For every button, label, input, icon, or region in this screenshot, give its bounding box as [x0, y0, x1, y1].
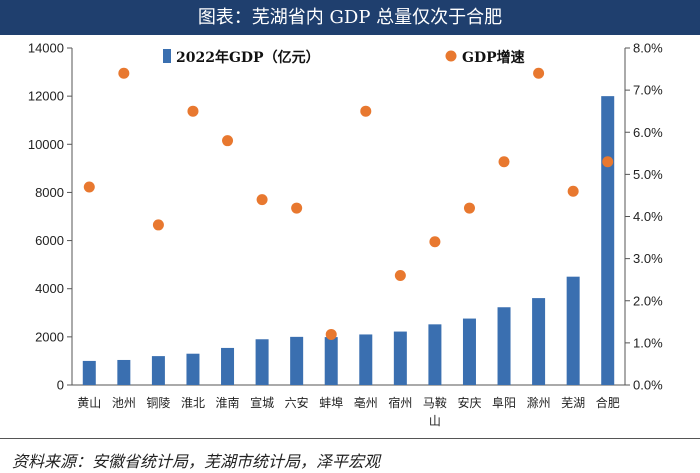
scatter-series	[83, 67, 614, 340]
category-label-line: 蚌埠	[319, 396, 343, 410]
left-tick-label: 2000	[35, 329, 64, 344]
scatter-point	[325, 328, 337, 340]
scatter-point	[463, 202, 475, 214]
bar	[186, 353, 200, 385]
category-label: 安庆	[457, 395, 481, 410]
category-label: 淮北	[181, 396, 205, 410]
category-label-line: 黄山	[77, 396, 101, 410]
category-label: 亳州	[354, 395, 378, 410]
category-label: 宿州	[388, 395, 412, 410]
left-tick-label: 6000	[35, 233, 64, 248]
title-bar	[0, 0, 700, 35]
category-label-line: 六安	[285, 395, 309, 410]
right-tick-label: 0.0%	[633, 378, 663, 393]
category-label-line: 池州	[112, 396, 136, 410]
legend-bar-label: 2022年GDP（亿元）	[176, 49, 320, 66]
scatter-point	[429, 236, 441, 248]
right-tick-label: 6.0%	[633, 125, 663, 140]
bar	[324, 337, 338, 385]
bar	[462, 318, 476, 385]
right-tick-label: 8.0%	[633, 41, 663, 56]
category-label-line: 淮南	[216, 395, 240, 410]
category-label-line: 马鞍	[423, 395, 447, 410]
category-label-line: 滁州	[527, 395, 551, 410]
scatter-point	[152, 219, 164, 231]
bar	[117, 359, 131, 385]
bar	[255, 339, 269, 385]
right-tick-label: 2.0%	[633, 293, 663, 308]
bar	[221, 347, 235, 385]
category-label-line: 亳州	[354, 395, 378, 410]
category-label: 蚌埠	[319, 396, 343, 410]
bar	[497, 307, 511, 385]
footer-divider	[0, 438, 700, 439]
category-label-line: 山	[429, 414, 441, 428]
bar	[532, 298, 546, 385]
source-note: 资料来源：安徽省统计局，芜湖市统计局，泽平宏观	[12, 452, 381, 471]
bar	[151, 356, 165, 385]
scatter-point	[567, 185, 579, 197]
scatter-point	[498, 156, 510, 168]
category-label-line: 宣城	[250, 395, 274, 410]
scatter-point	[602, 156, 614, 168]
bar	[393, 331, 407, 385]
legend-dot-swatch	[445, 50, 457, 62]
chart: 0 2000 4000 6000 8000 10000 12000 14000 0.0% 1.0…	[28, 41, 663, 429]
scatter-point	[222, 135, 234, 147]
left-tick-label: 4000	[35, 281, 64, 296]
legend-bar-swatch	[163, 49, 171, 63]
bar	[601, 96, 615, 385]
left-tick-label: 10000	[28, 137, 64, 152]
category-label: 六安	[285, 395, 309, 410]
category-label: 黄山	[77, 396, 101, 410]
category-label-line: 合肥	[596, 395, 620, 410]
category-label: 芜湖	[561, 395, 585, 410]
scatter-point	[256, 194, 268, 206]
bar-series	[82, 96, 615, 385]
bar	[82, 360, 96, 385]
left-tick-label: 8000	[35, 185, 64, 200]
left-axis-ticks: 0 2000 4000 6000 8000 10000 12000 14000	[28, 41, 72, 393]
scatter-point	[394, 269, 406, 281]
scatter-point	[187, 105, 199, 117]
right-tick-label: 7.0%	[633, 83, 663, 98]
category-label: 池州	[112, 396, 136, 410]
right-tick-label: 1.0%	[633, 335, 663, 350]
scatter-point	[360, 105, 372, 117]
legend-dot-label: GDP增速	[462, 49, 525, 66]
category-label-line: 宿州	[388, 395, 412, 410]
category-label: 合肥	[596, 395, 620, 410]
category-label-line: 阜阳	[492, 396, 516, 410]
category-label: 宣城	[250, 395, 274, 410]
category-label: 淮南	[216, 395, 240, 410]
legend: 2022年GDP（亿元） GDP增速	[163, 49, 525, 66]
chart-title: 图表：芜湖省内 GDP 总量仅次于合肥	[197, 7, 503, 28]
right-axis-ticks: 0.0% 1.0% 2.0% 3.0% 4.0% 5.0% 6.0% 7.0% 8.0%	[625, 41, 663, 393]
category-label: 马鞍山	[423, 395, 447, 428]
right-tick-label: 5.0%	[633, 167, 663, 182]
scatter-point	[118, 67, 130, 79]
bar	[290, 336, 304, 385]
category-label: 阜阳	[492, 396, 516, 410]
left-tick-label: 12000	[28, 89, 64, 104]
bar	[359, 334, 373, 385]
category-label-line: 安庆	[457, 395, 481, 410]
bar	[428, 324, 442, 385]
scatter-point	[83, 181, 95, 193]
bar	[566, 276, 580, 385]
category-label-line: 铜陵	[146, 395, 170, 410]
right-tick-label: 4.0%	[633, 209, 663, 224]
category-label: 滁州	[527, 395, 551, 410]
scatter-point	[291, 202, 303, 214]
category-label-line: 淮北	[181, 396, 205, 410]
category-label: 铜陵	[146, 395, 170, 410]
right-tick-label: 3.0%	[633, 251, 663, 266]
left-tick-label: 14000	[28, 41, 64, 56]
category-label-line: 芜湖	[561, 395, 585, 410]
left-tick-label: 0	[57, 378, 64, 393]
scatter-point	[533, 67, 545, 79]
